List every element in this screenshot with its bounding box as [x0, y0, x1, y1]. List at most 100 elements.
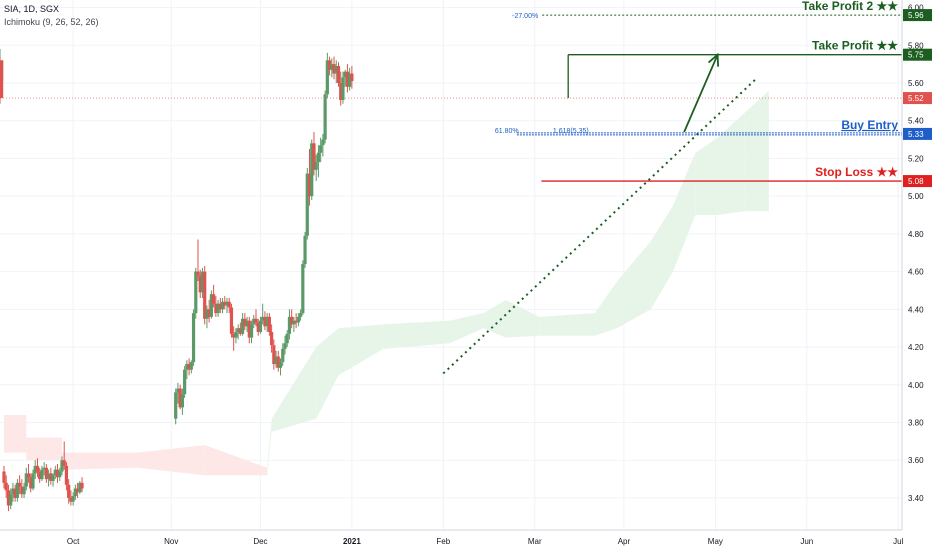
candle-body: [290, 316, 294, 325]
cloud-segment: [650, 205, 673, 310]
candle-body: [247, 320, 251, 338]
candle-body: [270, 331, 274, 346]
candle-body: [15, 482, 19, 498]
candle-body: [38, 471, 42, 480]
candle-body: [183, 369, 187, 395]
price-tick-label: 3.80: [908, 418, 924, 427]
cloud-segment: [204, 445, 268, 476]
grid: [0, 0, 902, 530]
candle-body: [254, 318, 258, 323]
candle-body: [325, 60, 329, 95]
candle-body: [31, 473, 35, 489]
candle-body: [216, 303, 220, 314]
candle-body: [263, 316, 267, 327]
candle-body: [296, 316, 300, 323]
candle-body: [285, 333, 289, 344]
candle-body: [78, 482, 82, 493]
time-tick-label: May: [708, 537, 723, 546]
cloud-segment: [617, 241, 651, 329]
time-axis[interactable]: Oct Nov Dec 2021 Feb Mar Apr May Jun Jul: [0, 529, 904, 546]
cloud-segment: [594, 281, 618, 336]
price-tag: [903, 175, 932, 188]
candle-body: [33, 465, 37, 474]
candle-body: [64, 465, 69, 485]
candle-body: [176, 388, 180, 393]
candle-body: [49, 473, 53, 481]
candle-body: [214, 303, 218, 314]
candle-body: [194, 271, 198, 314]
price-tag-label: 5.96: [908, 11, 924, 20]
candle-body: [18, 482, 22, 487]
candle-body: [287, 316, 292, 334]
price-tick-label: 5.80: [908, 41, 924, 50]
candle-body: [303, 235, 307, 265]
candle-body: [207, 309, 211, 317]
time-tick-label: Dec: [253, 537, 267, 546]
price-tick-label: 3.60: [908, 456, 924, 465]
candle-body: [339, 82, 343, 100]
price-axis[interactable]: 3.40 3.60 3.80 4.00 4.20 4.40 4.60 4.80 5.00 5.20…: [901, 0, 932, 550]
candle-body: [249, 324, 254, 338]
candle-body: [20, 486, 24, 495]
price-tick-label: 4.80: [908, 230, 924, 239]
candle-body: [283, 343, 287, 349]
price-tick-label: 4.20: [908, 343, 924, 352]
cloud-segment: [505, 299, 540, 338]
candles: [0, 49, 354, 512]
cloud-segment: [137, 445, 205, 476]
candle-body: [205, 309, 209, 319]
price-tag: [903, 127, 932, 140]
candle-body: [258, 320, 263, 332]
cloud-segment: [4, 414, 27, 453]
cloud-segment: [450, 313, 484, 344]
candle-body: [348, 73, 352, 87]
candle-body: [265, 316, 269, 327]
time-tick-label: Mar: [528, 537, 542, 546]
candle-body: [42, 467, 46, 470]
candle-body: [330, 64, 334, 70]
candle-body: [243, 318, 247, 327]
candle-body: [334, 66, 338, 74]
candle-body: [29, 477, 33, 489]
candle-body: [189, 362, 193, 370]
candle-body: [69, 497, 73, 502]
candle-body: [60, 460, 64, 472]
candle-body: [294, 320, 298, 323]
cloud-segment: [267, 418, 272, 476]
sl-label: Stop Loss ★★: [815, 165, 898, 179]
candle-body: [44, 467, 48, 480]
price-tick-label: 5.40: [908, 117, 924, 126]
price-tick-label: 4.00: [908, 381, 924, 390]
candle-body: [35, 465, 40, 472]
candle-body: [238, 328, 242, 334]
candle-body: [323, 94, 327, 140]
candle-body: [67, 484, 71, 498]
cloud-segment: [695, 137, 718, 216]
price-tag-label: 5.08: [908, 177, 924, 186]
price-tag: [903, 92, 932, 105]
candle-body: [332, 64, 336, 74]
candle-body: [292, 320, 296, 325]
candle-body: [316, 152, 321, 163]
cloud-segment: [316, 328, 339, 419]
candle-body: [0, 60, 4, 80]
price-tag-label: 5.33: [908, 130, 924, 139]
candle-body: [307, 173, 312, 197]
cloud-segment: [338, 324, 384, 376]
candle-body: [26, 473, 31, 478]
candle-body: [11, 488, 15, 495]
time-tick-label: Nov: [164, 537, 178, 546]
candle-body: [274, 356, 278, 365]
candle-body: [298, 313, 303, 317]
price-axis-bg: [902, 0, 932, 550]
time-tick-label: Jul: [893, 537, 903, 546]
price-tick-label: 4.60: [908, 268, 924, 277]
trade-levels: -27.00% Take Profit 2 ★★ Take Profit ★★ 61.…: [495, 0, 902, 182]
candle-body: [234, 331, 238, 338]
candle-body: [185, 364, 189, 370]
candle-body: [305, 173, 309, 236]
cloud-segment: [383, 320, 450, 349]
candle-body: [225, 301, 229, 306]
cloud-segment: [61, 452, 138, 470]
